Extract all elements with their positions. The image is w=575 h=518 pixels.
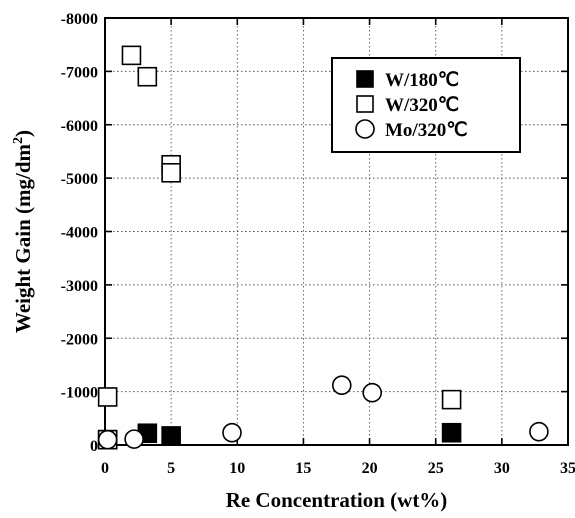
- data-point-mo320: [529, 421, 549, 442]
- y-tick-label: -7000: [61, 64, 98, 81]
- data-point-w320: [161, 162, 181, 183]
- legend: W/180℃ W/320℃ Mo/320℃: [331, 57, 521, 153]
- x-tick-label: 20: [362, 460, 378, 477]
- data-point-mo320: [124, 429, 144, 449]
- y-tick-labels: 0 -1000 -2000 -3000 -4000 -5000 -6000 -7000 -800…: [61, 11, 98, 455]
- legend-marker-filled-square: [356, 70, 374, 88]
- y-axis-title-superscript: 2: [11, 137, 26, 144]
- y-tick-label: -1000: [61, 385, 98, 402]
- y-tick-label: -8000: [61, 11, 98, 28]
- y-tick-label: -6000: [61, 118, 98, 135]
- legend-label-mo320: Mo/320℃: [385, 120, 468, 141]
- x-axis-title: Re Concentration (wt%): [226, 488, 448, 512]
- x-tick-label: 10: [229, 460, 245, 477]
- legend-marker-open-circle: [355, 119, 375, 139]
- data-point-w320: [121, 45, 142, 66]
- y-tick-label: -3000: [61, 278, 98, 295]
- x-tick-label: 0: [101, 460, 109, 477]
- y-tick-label: -4000: [61, 225, 98, 242]
- data-point-mo320: [97, 429, 118, 450]
- data-point-w320: [97, 387, 118, 407]
- y-axis-title: Weight Gain (mg/dm2): [11, 130, 35, 333]
- legend-label-w320: W/320℃: [385, 95, 459, 116]
- data-point-w320: [441, 389, 462, 410]
- y-tick-label: -5000: [61, 171, 98, 188]
- legend-marker-open-square: [356, 95, 374, 113]
- x-tick-label: 25: [428, 460, 444, 477]
- x-tick-label: 35: [560, 460, 575, 477]
- y-tick-label: 0: [90, 438, 98, 455]
- data-point-w320: [137, 66, 158, 87]
- data-point-mo320: [331, 375, 352, 396]
- y-axis-title-main: Weight Gain (mg/dm: [11, 143, 35, 333]
- axis-ticks: [104, 17, 569, 446]
- x-tick-labels: 0 5 10 15 20 25 30 35: [101, 460, 575, 477]
- legend-label-w180: W/180℃: [385, 70, 459, 91]
- x-tick-label: 15: [295, 460, 311, 477]
- data-point-w180: [161, 426, 181, 446]
- x-tick-label: 5: [167, 460, 175, 477]
- x-tick-label: 30: [494, 460, 510, 477]
- grid-lines: [105, 18, 568, 445]
- data-point-mo320: [222, 422, 242, 443]
- y-axis-title-close: ): [11, 130, 35, 137]
- y-tick-label: -2000: [61, 331, 98, 348]
- data-point-w180: [441, 422, 462, 443]
- data-point-mo320: [362, 382, 383, 403]
- data-points: [97, 45, 549, 450]
